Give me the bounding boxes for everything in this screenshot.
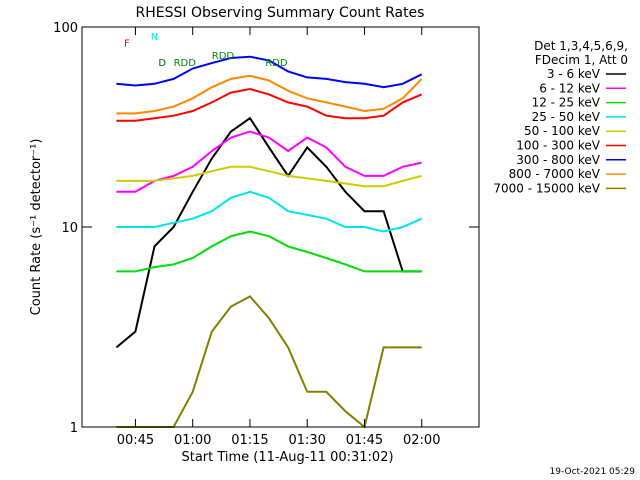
chart-title: RHESSI Observing Summary Count Rates xyxy=(136,5,425,21)
x-tick-label: 01:00 xyxy=(174,433,211,448)
x-tick-label: 01:45 xyxy=(346,433,383,448)
legend-label-7: 300 - 800 keV xyxy=(516,153,600,167)
legend-label-1: 3 - 6 keV xyxy=(547,67,601,81)
legend-header-2: FDecim 1, Att 0 xyxy=(535,53,628,67)
annotation-text: N xyxy=(151,32,158,43)
y-tick-label: 1 xyxy=(70,421,78,436)
legend-label-6: 100 - 300 keV xyxy=(516,139,600,153)
x-tick-label: 02:00 xyxy=(403,433,440,448)
y-tick-label: 100 xyxy=(53,21,78,36)
timestamp: 19-Oct-2021 05:29 xyxy=(550,467,636,477)
legend-header-1: Det 1,3,4,5,6,9, xyxy=(534,39,628,53)
legend-label-8: 800 - 7000 keV xyxy=(509,167,601,181)
series-line-1 xyxy=(115,116,422,349)
legend-label-5: 50 - 100 keV xyxy=(524,124,601,138)
series-line-9 xyxy=(116,295,422,429)
series-line-7 xyxy=(116,55,423,89)
legend-label-9: 7000 - 15000 keV xyxy=(493,181,600,195)
series-line-4 xyxy=(116,190,423,233)
x-tick-label: 00:45 xyxy=(117,433,154,448)
series-line-8 xyxy=(116,74,423,115)
y-axis-label: Count Rate (s⁻¹ detector⁻¹) xyxy=(29,139,44,316)
x-tick-label: 01:15 xyxy=(231,433,268,448)
annotation-text: D xyxy=(158,58,166,69)
series-line-2 xyxy=(116,130,422,193)
y-tick-label: 10 xyxy=(61,221,78,236)
legend-label-3: 12 - 25 keV xyxy=(532,96,601,110)
legend-label-2: 6 - 12 keV xyxy=(539,81,601,95)
legend-label-4: 25 - 50 keV xyxy=(532,110,601,124)
annotation-text: RDD xyxy=(174,58,197,69)
x-axis-label: Start Time (11-Aug-11 00:31:02) xyxy=(181,450,393,465)
annotation-text: RDD xyxy=(265,58,288,69)
series-line-5 xyxy=(116,165,422,188)
series-line-6 xyxy=(116,87,423,122)
annotation-text: F xyxy=(124,38,130,49)
annotation-text: RDD xyxy=(212,51,235,62)
series-line-3 xyxy=(116,230,422,273)
x-tick-label: 01:30 xyxy=(288,433,325,448)
